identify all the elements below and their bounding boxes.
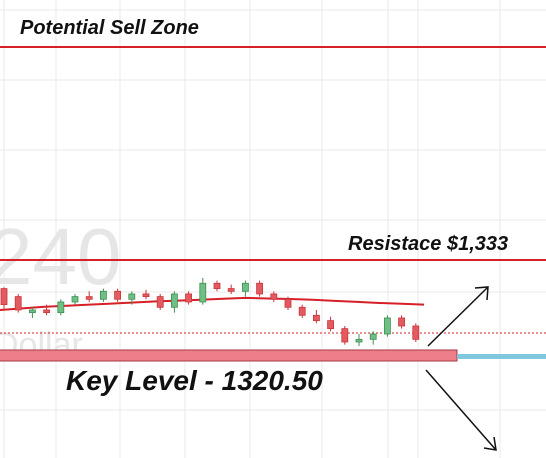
candles: [0, 277, 420, 347]
candle-body: [341, 328, 349, 343]
key-level-extension: [457, 354, 546, 359]
candle-body: [327, 320, 335, 330]
candle-body: [142, 293, 150, 298]
candle-body: [128, 293, 136, 300]
candle-body: [71, 296, 79, 303]
arrow-up: [427, 286, 489, 347]
candle-body: [355, 338, 363, 343]
candle-body: [0, 288, 8, 306]
candle-body: [43, 309, 50, 314]
candle-body: [114, 290, 121, 300]
candle-body: [256, 282, 264, 295]
candle-body: [241, 282, 249, 292]
candle-body: [227, 288, 235, 292]
key-level-zone: [0, 349, 458, 362]
watermark-number: 240: [0, 212, 121, 301]
sell-zone-label: Potential Sell Zone: [20, 17, 199, 39]
resistance-label: Resistace $1,333: [348, 233, 508, 255]
candle-body: [298, 306, 306, 316]
candle-body: [185, 293, 193, 303]
candle-body: [57, 301, 65, 314]
key-level-label: Key Level - 1320.50: [66, 365, 323, 396]
candle-body: [85, 296, 93, 300]
arrow-down: [425, 369, 497, 451]
candle-body: [270, 293, 278, 300]
moving-average-line: [0, 296, 425, 311]
candle-body: [398, 317, 406, 327]
candle-body: [199, 282, 207, 303]
candle-body: [100, 290, 107, 300]
candle-body: [412, 325, 420, 340]
candle-body: [14, 296, 22, 311]
candle-body: [213, 282, 221, 290]
candle-body: [369, 333, 377, 340]
candle-body: [383, 317, 391, 335]
candle-body: [28, 309, 36, 314]
candle-body: [284, 298, 292, 308]
candle-body: [156, 296, 164, 308]
candle-body: [312, 314, 320, 322]
candle-body: [170, 293, 178, 308]
